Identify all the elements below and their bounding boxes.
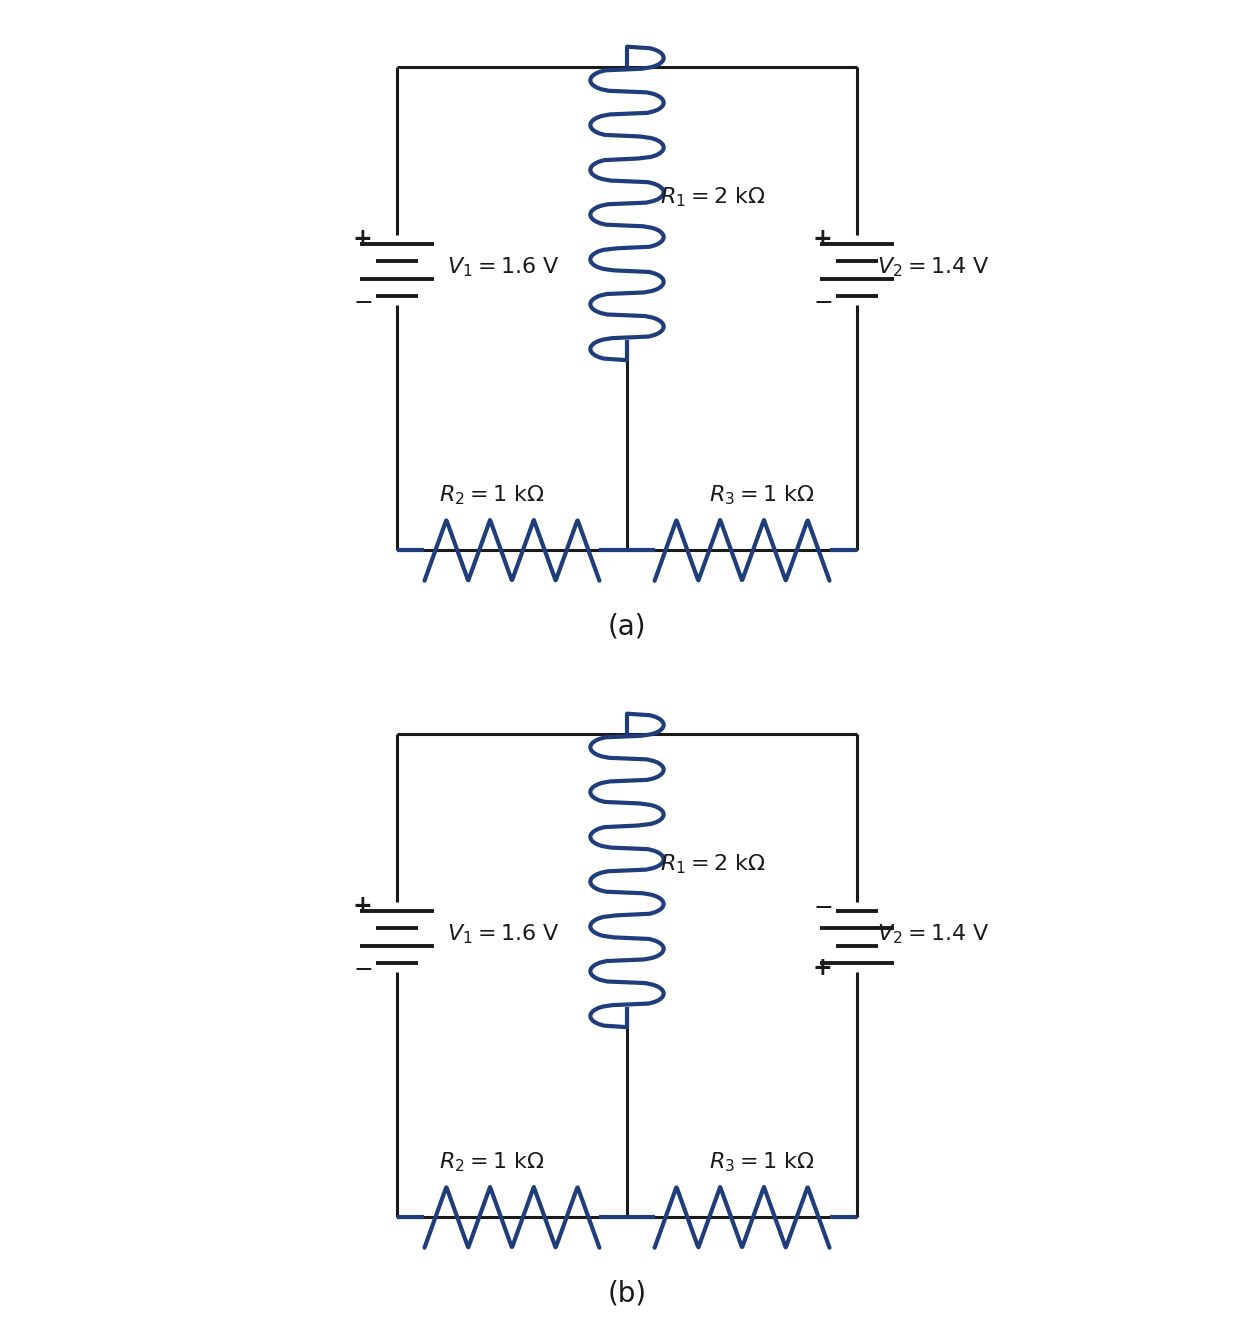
Text: $-$: $-$ [813,894,833,918]
Text: +: + [813,227,833,251]
Text: $R_2 = 1\ \mathrm{k\Omega}$: $R_2 = 1\ \mathrm{k\Omega}$ [439,1150,544,1174]
Text: +: + [352,227,372,251]
Text: $V_1 = 1.6\ \mathrm{V}$: $V_1 = 1.6\ \mathrm{V}$ [446,255,559,279]
Text: $R_1 = 2\ \mathrm{k\Omega}$: $R_1 = 2\ \mathrm{k\Omega}$ [661,852,766,875]
Text: $R_3 = 1\ \mathrm{k\Omega}$: $R_3 = 1\ \mathrm{k\Omega}$ [710,483,815,507]
Text: +: + [813,956,833,980]
Text: $V_2 = 1.4\ \mathrm{V}$: $V_2 = 1.4\ \mathrm{V}$ [877,255,989,279]
Text: $R_2 = 1\ \mathrm{k\Omega}$: $R_2 = 1\ \mathrm{k\Omega}$ [439,483,544,507]
Text: $R_3 = 1\ \mathrm{k\Omega}$: $R_3 = 1\ \mathrm{k\Omega}$ [710,1150,815,1174]
Text: $-$: $-$ [352,956,372,980]
Text: $V_1 = 1.6\ \mathrm{V}$: $V_1 = 1.6\ \mathrm{V}$ [446,922,559,946]
Text: +: + [352,894,372,918]
Text: $-$: $-$ [352,289,372,313]
Text: (a): (a) [608,612,646,640]
Text: $-$: $-$ [813,289,833,313]
Text: $R_1 = 2\ \mathrm{k\Omega}$: $R_1 = 2\ \mathrm{k\Omega}$ [661,185,766,208]
Text: $V_2 = 1.4\ \mathrm{V}$: $V_2 = 1.4\ \mathrm{V}$ [877,922,989,946]
Text: (b): (b) [607,1279,647,1307]
